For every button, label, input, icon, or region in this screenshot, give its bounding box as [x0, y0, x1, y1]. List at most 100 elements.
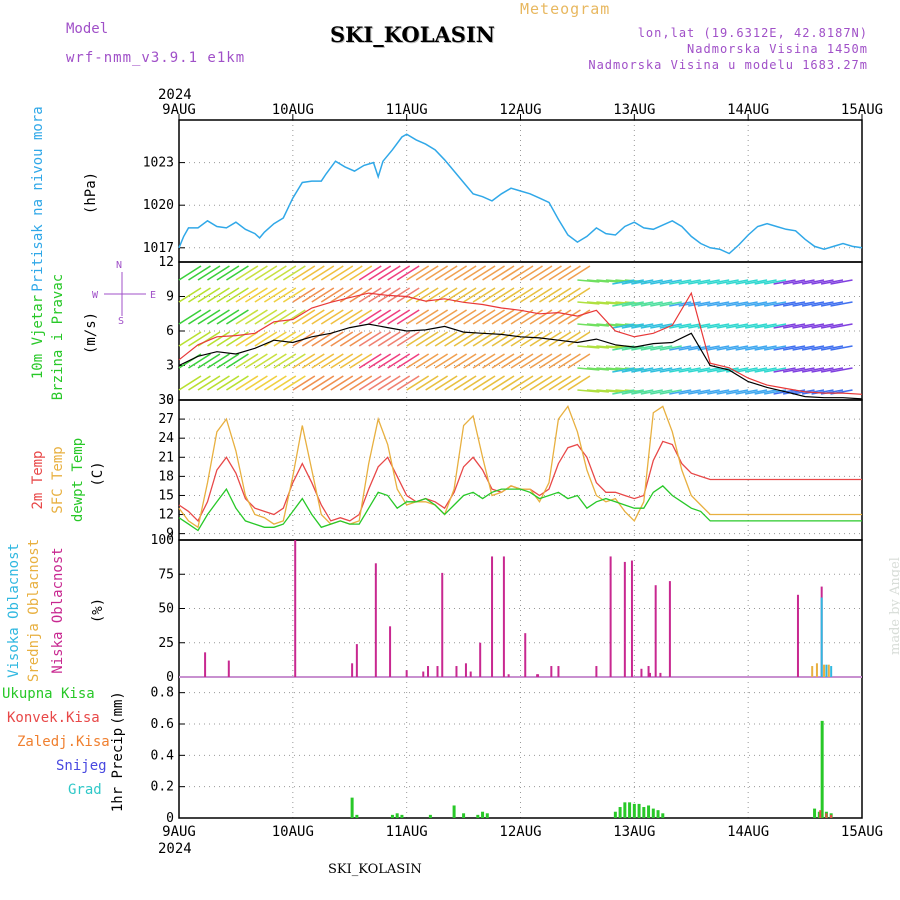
wind-barb: [567, 375, 591, 391]
cloud-mid-bar: [811, 666, 814, 677]
cloud-low-bar: [550, 666, 553, 677]
wind-barb: [754, 279, 777, 285]
temperature-line: [178, 485, 862, 532]
wind-barb: [830, 323, 853, 329]
wind-barb: [631, 367, 654, 373]
wind-barb: [368, 375, 392, 391]
wind-barb: [567, 353, 591, 369]
wind-barb: [548, 287, 572, 303]
wind-barb: [539, 375, 562, 391]
wind-barb: [301, 309, 325, 325]
x-tick-label-bottom: 11AUG: [386, 824, 428, 840]
wind-barb: [640, 345, 663, 351]
precip-total-bar: [813, 808, 817, 818]
wind-barb: [586, 301, 609, 305]
x-tick-label-top: 14AUG: [727, 102, 769, 118]
cloud-low-bar: [422, 671, 425, 677]
wind-barb: [434, 353, 458, 369]
wind-barb: [577, 301, 600, 305]
wind-barb: [244, 375, 268, 391]
wind-barb: [586, 279, 609, 283]
wind-barb: [501, 353, 524, 369]
precip-total-bar: [628, 802, 632, 818]
wind-barb: [586, 367, 609, 371]
wind-barb: [659, 345, 682, 351]
temp-axis-label-3: dewpt Temp: [70, 438, 86, 522]
wind-barb: [349, 375, 373, 391]
wind-barb: [539, 287, 562, 303]
wind-barb: [425, 331, 449, 347]
wind-barb: [197, 309, 221, 325]
wind-barb: [339, 265, 363, 281]
wind-barb: [453, 287, 477, 303]
y-tick-label: 50: [158, 602, 174, 617]
wind-barb: [453, 309, 477, 325]
wind-barb: [491, 309, 515, 325]
wind-barb: [330, 353, 354, 369]
wind-barb: [678, 389, 701, 395]
precip-conv-bar: [819, 810, 822, 818]
wind-barb: [621, 279, 644, 285]
y-tick-label: 21: [158, 450, 174, 465]
wind-barb: [482, 287, 505, 303]
wind-barb: [263, 265, 287, 281]
wind-barb: [387, 331, 411, 347]
cloud-low-bar: [640, 668, 643, 677]
wind-barb: [735, 279, 758, 285]
wind-barb: [726, 367, 749, 373]
wind-barb: [235, 309, 259, 325]
wind-barb: [320, 309, 344, 325]
y-tick-label: 15: [158, 488, 174, 503]
wind-barb: [482, 265, 505, 281]
wind-barb: [782, 367, 806, 373]
wind-barb: [577, 389, 600, 393]
x-tick-label-bottom: 9AUG: [162, 824, 196, 840]
cloud-low-bar: [204, 652, 207, 677]
y-tick-label: 6: [166, 324, 174, 339]
wind-barb: [349, 309, 373, 325]
wind-barb: [273, 375, 297, 391]
cloud-low-bar: [537, 674, 540, 677]
wind-barb: [434, 265, 458, 281]
wind-barb: [716, 301, 739, 307]
wind-barb: [226, 287, 249, 303]
wind-barb: [510, 331, 534, 347]
wind-barb: [763, 279, 787, 285]
wind-barb: [577, 323, 600, 327]
wind-barb: [520, 309, 543, 325]
wind-barb: [444, 331, 468, 347]
wind-barb: [330, 265, 354, 281]
wind-barb: [782, 345, 806, 351]
temp-axis-label: 2m Temp: [30, 450, 46, 509]
precip-unit-label: (mm): [110, 691, 126, 725]
wind-barb: [650, 301, 673, 307]
wind-barb: [726, 323, 749, 329]
wind-barb: [669, 367, 692, 373]
wind-barb: [254, 353, 278, 369]
wind-barb: [577, 367, 600, 371]
wind-barb: [621, 367, 644, 373]
wind-barb: [792, 367, 815, 373]
wind-barb: [311, 375, 335, 391]
wind-barb: [453, 265, 477, 281]
wind-barb: [263, 353, 287, 369]
wind-unit-label: (m/s): [83, 312, 99, 354]
precip-total-bar: [632, 803, 636, 818]
cloud-low-bar: [405, 670, 408, 677]
wind-barb: [558, 265, 581, 281]
wind-barb: [482, 309, 505, 325]
wind-barb: [311, 331, 335, 347]
precip-total-bar: [400, 814, 404, 818]
wind-barb: [548, 265, 572, 281]
wind-barb: [678, 367, 701, 373]
wind-barb: [349, 353, 373, 369]
wind-barb: [529, 265, 553, 281]
wind-barb: [301, 353, 325, 369]
wind-barb: [178, 309, 202, 325]
wind-barb: [558, 375, 581, 391]
y-tick-label: 30: [158, 393, 174, 408]
cloud-low-bar: [355, 644, 358, 677]
wind-barb: [254, 287, 278, 303]
wind-barb: [520, 375, 543, 391]
wind-barb: [301, 265, 325, 281]
